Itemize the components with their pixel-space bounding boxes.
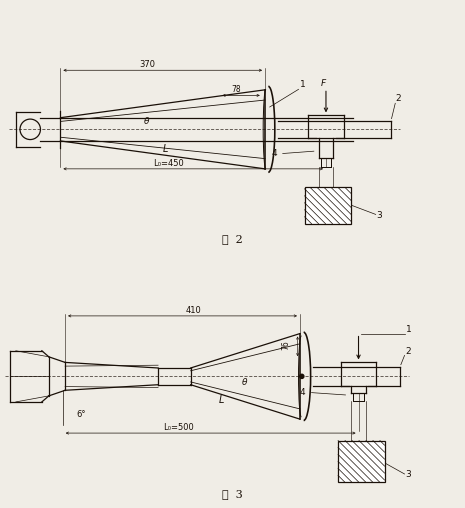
Text: L₀=500: L₀=500 [163, 423, 193, 432]
Text: L: L [219, 395, 224, 405]
Text: 4: 4 [272, 149, 278, 158]
Circle shape [300, 374, 304, 378]
Text: θ: θ [242, 378, 247, 387]
Text: 78: 78 [232, 85, 241, 94]
Text: F: F [320, 79, 326, 88]
Text: 2: 2 [395, 94, 401, 104]
Text: 4: 4 [300, 388, 306, 397]
Text: 370: 370 [140, 60, 155, 69]
Text: 1: 1 [300, 80, 306, 89]
Text: 410: 410 [186, 306, 202, 314]
Text: L: L [163, 144, 168, 153]
Text: L₀=450: L₀=450 [153, 159, 184, 168]
Text: 3: 3 [377, 211, 382, 220]
Text: 3: 3 [405, 470, 411, 479]
Text: θ: θ [144, 117, 150, 126]
Text: 6°: 6° [77, 410, 86, 419]
Bar [338, 440, 385, 483]
Text: 76: 76 [281, 341, 290, 351]
Text: 图  2: 图 2 [222, 234, 243, 244]
Text: 2: 2 [405, 347, 411, 356]
Bar [305, 187, 351, 224]
Text: 图  3: 图 3 [222, 489, 243, 499]
Text: 1: 1 [405, 325, 411, 334]
